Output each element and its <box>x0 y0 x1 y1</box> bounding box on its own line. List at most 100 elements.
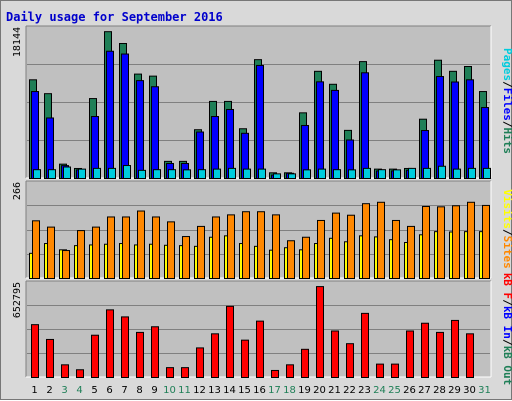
kbf-bar-day-30 <box>466 333 474 379</box>
kbf-bar-day-4 <box>76 369 84 379</box>
x-tick-label-day-29: 29 <box>448 385 461 396</box>
pages-bar-day-8 <box>138 169 146 179</box>
x-tick-label-day-23: 23 <box>358 385 371 396</box>
sites-bar-day-19 <box>302 236 310 279</box>
x-tick-label-day-21: 21 <box>328 385 341 396</box>
pages-bar-day-30 <box>468 167 476 179</box>
pages-bar-day-6 <box>108 167 116 179</box>
pages-bar-day-7 <box>123 165 131 180</box>
hits-panel-legend: Pages/Files/Hits <box>501 48 512 154</box>
visits-panel-ymax-label: 266 <box>12 182 23 200</box>
x-tick-label-day-6: 6 <box>106 385 112 396</box>
kbf-bar-day-2 <box>46 338 54 379</box>
kbf-bar-day-23 <box>361 312 369 378</box>
kbf-bar-day-8 <box>136 331 144 378</box>
kbf-bar-day-17 <box>271 369 279 378</box>
kbf-bar-day-6 <box>106 309 114 378</box>
kbf-bar-day-14 <box>226 305 234 378</box>
pages-bar-day-26 <box>408 167 416 179</box>
x-tick-label-day-17: 17 <box>268 385 281 396</box>
sites-bar-day-14 <box>227 214 235 280</box>
x-tick-label-day-15: 15 <box>238 385 251 396</box>
files-bar-day-8 <box>136 80 144 179</box>
kb-panel-legend-item-2: kB In <box>501 306 512 339</box>
kbf-bar-day-7 <box>121 316 129 379</box>
sites-bar-day-29 <box>452 205 460 279</box>
pages-bar-day-27 <box>423 167 431 179</box>
x-tick-label-day-1: 1 <box>31 385 37 396</box>
sites-bar-day-25 <box>392 219 400 279</box>
sites-bar-day-30 <box>467 201 475 279</box>
sites-bar-day-13 <box>212 216 220 280</box>
kbf-bar-day-9 <box>151 326 159 378</box>
x-tick-label-day-11: 11 <box>178 385 191 396</box>
x-tick-label-day-24: 24 <box>373 385 386 396</box>
kbf-bar-day-16 <box>256 320 264 378</box>
x-tick-label-day-2: 2 <box>46 385 52 396</box>
x-tick-label-day-30: 30 <box>463 385 476 396</box>
pages-bar-day-12 <box>198 169 206 179</box>
kbf-bar-day-25 <box>391 363 399 379</box>
kbf-bar-day-28 <box>436 331 444 378</box>
files-bar-day-9 <box>151 86 159 179</box>
files-bar-day-1 <box>31 91 39 179</box>
kbf-bar-day-12 <box>196 347 204 378</box>
kbf-bar-day-27 <box>421 322 429 378</box>
kb-panel-legend: kB F/kB In/kB Out <box>501 273 512 386</box>
pages-bar-day-16 <box>258 168 266 180</box>
pages-bar-day-3 <box>63 166 71 179</box>
visits-panel-legend-item-2: Sites <box>501 236 512 269</box>
sites-bar-day-15 <box>242 211 250 279</box>
visits-panel-legend: Visits/Sites <box>501 189 512 269</box>
pages-bar-day-14 <box>228 167 236 179</box>
sites-bar-day-27 <box>422 205 430 279</box>
kbf-bar-day-29 <box>451 319 459 379</box>
sites-bar-day-6 <box>107 216 115 280</box>
files-bar-day-20 <box>316 81 324 179</box>
kb-panel-legend-item-0: kB F <box>501 273 512 300</box>
x-tick-label-day-13: 13 <box>208 385 221 396</box>
files-bar-day-21 <box>331 89 339 179</box>
sites-bar-day-11 <box>182 236 190 280</box>
x-tick-label-day-9: 9 <box>151 385 157 396</box>
pages-bar-day-2 <box>48 169 56 179</box>
sites-bar-day-12 <box>197 225 205 280</box>
kbf-bar-day-24 <box>376 363 384 379</box>
sites-bar-day-18 <box>287 240 295 279</box>
x-tick-label-day-19: 19 <box>298 385 311 396</box>
x-tick-label-day-18: 18 <box>283 385 296 396</box>
pages-bar-day-1 <box>33 169 41 179</box>
kb-panel-legend-item-4: kB Out <box>501 346 512 386</box>
sites-bar-day-10 <box>167 221 175 279</box>
files-bar-day-28 <box>436 76 444 179</box>
x-tick-label-day-22: 22 <box>343 385 356 396</box>
files-bar-day-30 <box>466 79 474 179</box>
kbf-bar-day-18 <box>286 364 294 378</box>
kb-panel-legend-item-1: / <box>501 299 512 306</box>
sites-bar-day-5 <box>92 226 100 280</box>
pages-bar-day-25 <box>393 169 401 180</box>
sites-bar-day-20 <box>317 219 325 279</box>
files-bar-day-29 <box>451 81 459 179</box>
sites-bar-day-26 <box>407 225 415 280</box>
files-bar-day-31 <box>481 107 489 179</box>
x-tick-label-day-14: 14 <box>223 385 236 396</box>
sites-bar-day-28 <box>437 206 445 280</box>
x-tick-label-day-27: 27 <box>418 385 431 396</box>
kbf-bar-day-13 <box>211 333 219 379</box>
visits-panel-legend-item-1: / <box>501 229 512 236</box>
files-bar-day-6 <box>106 50 114 180</box>
x-tick-label-day-20: 20 <box>313 385 326 396</box>
pages-bar-day-11 <box>183 169 191 180</box>
x-tick-label-day-25: 25 <box>388 385 401 396</box>
kbf-bar-day-15 <box>241 339 249 378</box>
hits-panel-legend-item-1: / <box>501 81 512 88</box>
kbf-bar-day-19 <box>301 348 309 378</box>
sites-bar-day-3 <box>62 250 70 279</box>
kbf-bar-day-3 <box>61 364 69 378</box>
sites-bar-day-7 <box>122 216 130 280</box>
x-tick-label-day-12: 12 <box>193 385 206 396</box>
sites-bar-day-8 <box>137 210 145 279</box>
